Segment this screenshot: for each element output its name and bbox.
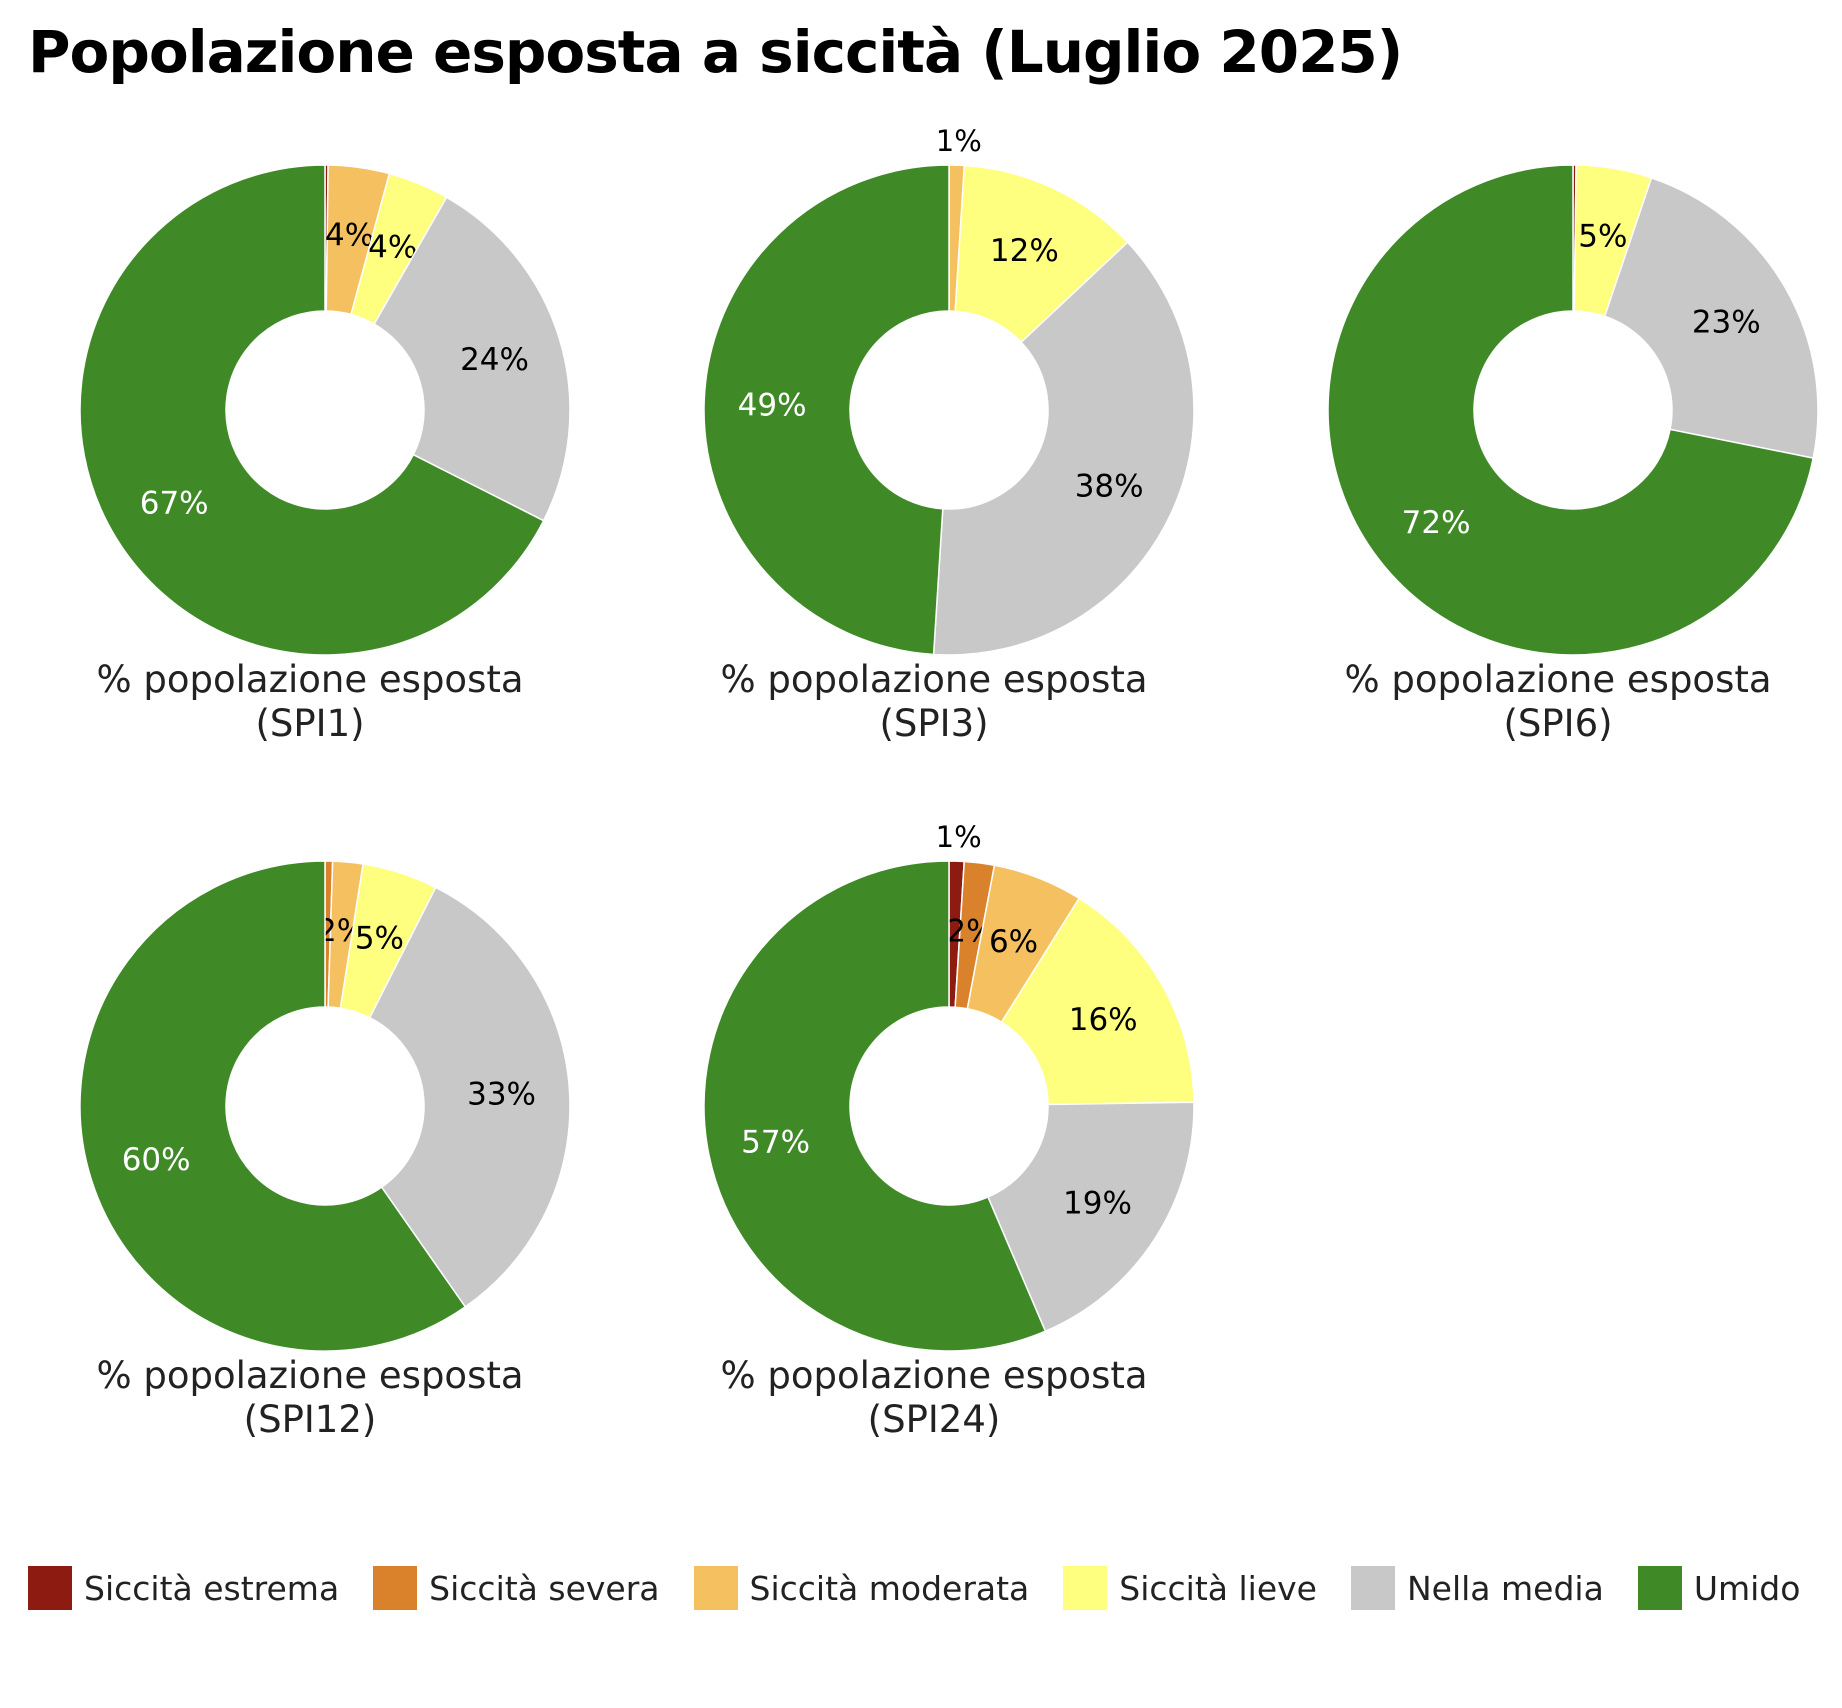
donut-caption-spi12: % popolazione esposta (SPI12) — [0, 1354, 620, 1442]
slice-label-media: 33% — [467, 1077, 536, 1113]
donut-chart-spi6: 5% 23% 72% — [1327, 164, 1819, 656]
slice-label-umido: 67% — [140, 486, 209, 522]
slice-media — [986, 1101, 1195, 1333]
legend-item-siccita-lieve: Siccità lieve — [1063, 1566, 1317, 1610]
legend-item-nella-media: Nella media — [1350, 1566, 1604, 1610]
slice-label-lieve: 12% — [990, 233, 1059, 269]
legend-item-siccita-severa: Siccità severa — [373, 1566, 660, 1610]
slice-umido — [79, 860, 467, 1352]
legend-label: Siccità lieve — [1119, 1568, 1317, 1608]
slice-label-lieve: 5% — [355, 921, 404, 957]
slice-label-media: 24% — [460, 342, 529, 378]
slice-label-lieve: 4% — [368, 229, 417, 265]
legend-swatch — [693, 1566, 738, 1610]
donut-caption-spi3: % popolazione esposta (SPI3) — [624, 658, 1244, 746]
donut-panel-spi3: 12% 38% 49% 1% % popolazione esposta (SPI3) — [624, 110, 1244, 790]
caption-line2: (SPI1) — [255, 702, 365, 745]
slice-label-media: 19% — [1063, 1185, 1132, 1221]
donut-caption-spi6: % popolazione esposta (SPI6) — [1248, 658, 1842, 746]
caption-line1: % popolazione esposta — [1344, 658, 1772, 701]
donut-chart-spi1: 4%4% 24% 67% — [79, 164, 571, 656]
legend-swatch — [373, 1566, 418, 1610]
donut-panel-spi1: 4% 4% 24% 67% % popolazione esposta (SPI1) — [0, 110, 620, 790]
slice-media — [932, 241, 1195, 656]
donut-chart-spi3: 12% 38% 49% 1% — [703, 124, 1195, 656]
donut-caption-spi1: % popolazione esposta (SPI1) — [0, 658, 620, 746]
slice-label-umido: 60% — [122, 1142, 191, 1178]
legend-swatch — [1063, 1566, 1108, 1610]
slice-label-media: 38% — [1075, 468, 1144, 504]
legend: Siccità estrema Siccità severa Siccità m… — [28, 1566, 1818, 1610]
slice-umido — [703, 164, 950, 656]
caption-line2: (SPI6) — [1503, 702, 1613, 745]
caption-line1: % popolazione esposta — [720, 658, 1148, 701]
caption-line1: % popolazione esposta — [96, 1354, 524, 1397]
slice-label-moderata: 4% — [325, 218, 374, 254]
legend-item-siccita-estrema: Siccità estrema — [28, 1566, 339, 1610]
slice-label-lieve: 5% — [1578, 219, 1627, 255]
slice-lieve — [1000, 897, 1195, 1106]
caption-line2: (SPI3) — [879, 702, 989, 745]
legend-label: Siccità estrema — [84, 1568, 340, 1608]
slice-umido — [1327, 164, 1815, 656]
caption-line2: (SPI24) — [867, 1398, 1001, 1441]
legend-item-umido: Umido — [1637, 1566, 1801, 1610]
slice-label-media: 23% — [1692, 305, 1761, 341]
slice-media — [373, 196, 571, 522]
legend-label: Nella media — [1406, 1568, 1604, 1608]
slice-label-umido: 72% — [1402, 505, 1471, 541]
legend-label: Siccità moderata — [749, 1568, 1030, 1608]
legend-swatch — [1637, 1566, 1682, 1610]
chart-title: Popolazione esposta a siccità (Luglio 20… — [28, 18, 1403, 86]
donut-panel-spi24: 2% 6% 16% 19% 57% 1% % popolazione esposta (S… — [624, 806, 1244, 1486]
caption-line1: % popolazione esposta — [96, 658, 524, 701]
slice-label-moderata: 6% — [989, 924, 1038, 960]
slice-label-umido: 57% — [741, 1125, 810, 1161]
legend-swatch — [28, 1566, 72, 1610]
donut-caption-spi24: % popolazione esposta (SPI24) — [624, 1354, 1244, 1442]
donut-panel-spi6: 5% 23% 72% % popolazione esposta (SPI6) — [1248, 110, 1842, 790]
slice-label-estrema: 1% — [936, 820, 982, 854]
slice-label-lieve: 16% — [1069, 1002, 1138, 1038]
slice-umido — [703, 860, 1047, 1352]
slice-lieve — [954, 164, 1129, 344]
donut-panel-spi12: 2% 5% 33% 60% % popolazione esposta (SPI12) — [0, 806, 620, 1486]
legend-label: Siccità severa — [429, 1568, 660, 1608]
caption-line2: (SPI12) — [243, 1398, 377, 1441]
slice-label-umido: 49% — [738, 387, 807, 423]
caption-line1: % popolazione esposta — [720, 1354, 1148, 1397]
legend-item-siccita-moderata: Siccità moderata — [693, 1566, 1030, 1610]
donut-chart-spi24: 2%6%16%19%57%1% — [703, 820, 1195, 1352]
slice-media — [1603, 176, 1819, 459]
legend-swatch — [1350, 1566, 1395, 1610]
donut-chart-spi12: 2%5%33%60% — [79, 860, 571, 1352]
slice-umido — [79, 164, 545, 656]
legend-label: Umido — [1693, 1568, 1801, 1608]
slice-label-moderata: 1% — [936, 124, 982, 158]
slice-media — [368, 886, 571, 1308]
